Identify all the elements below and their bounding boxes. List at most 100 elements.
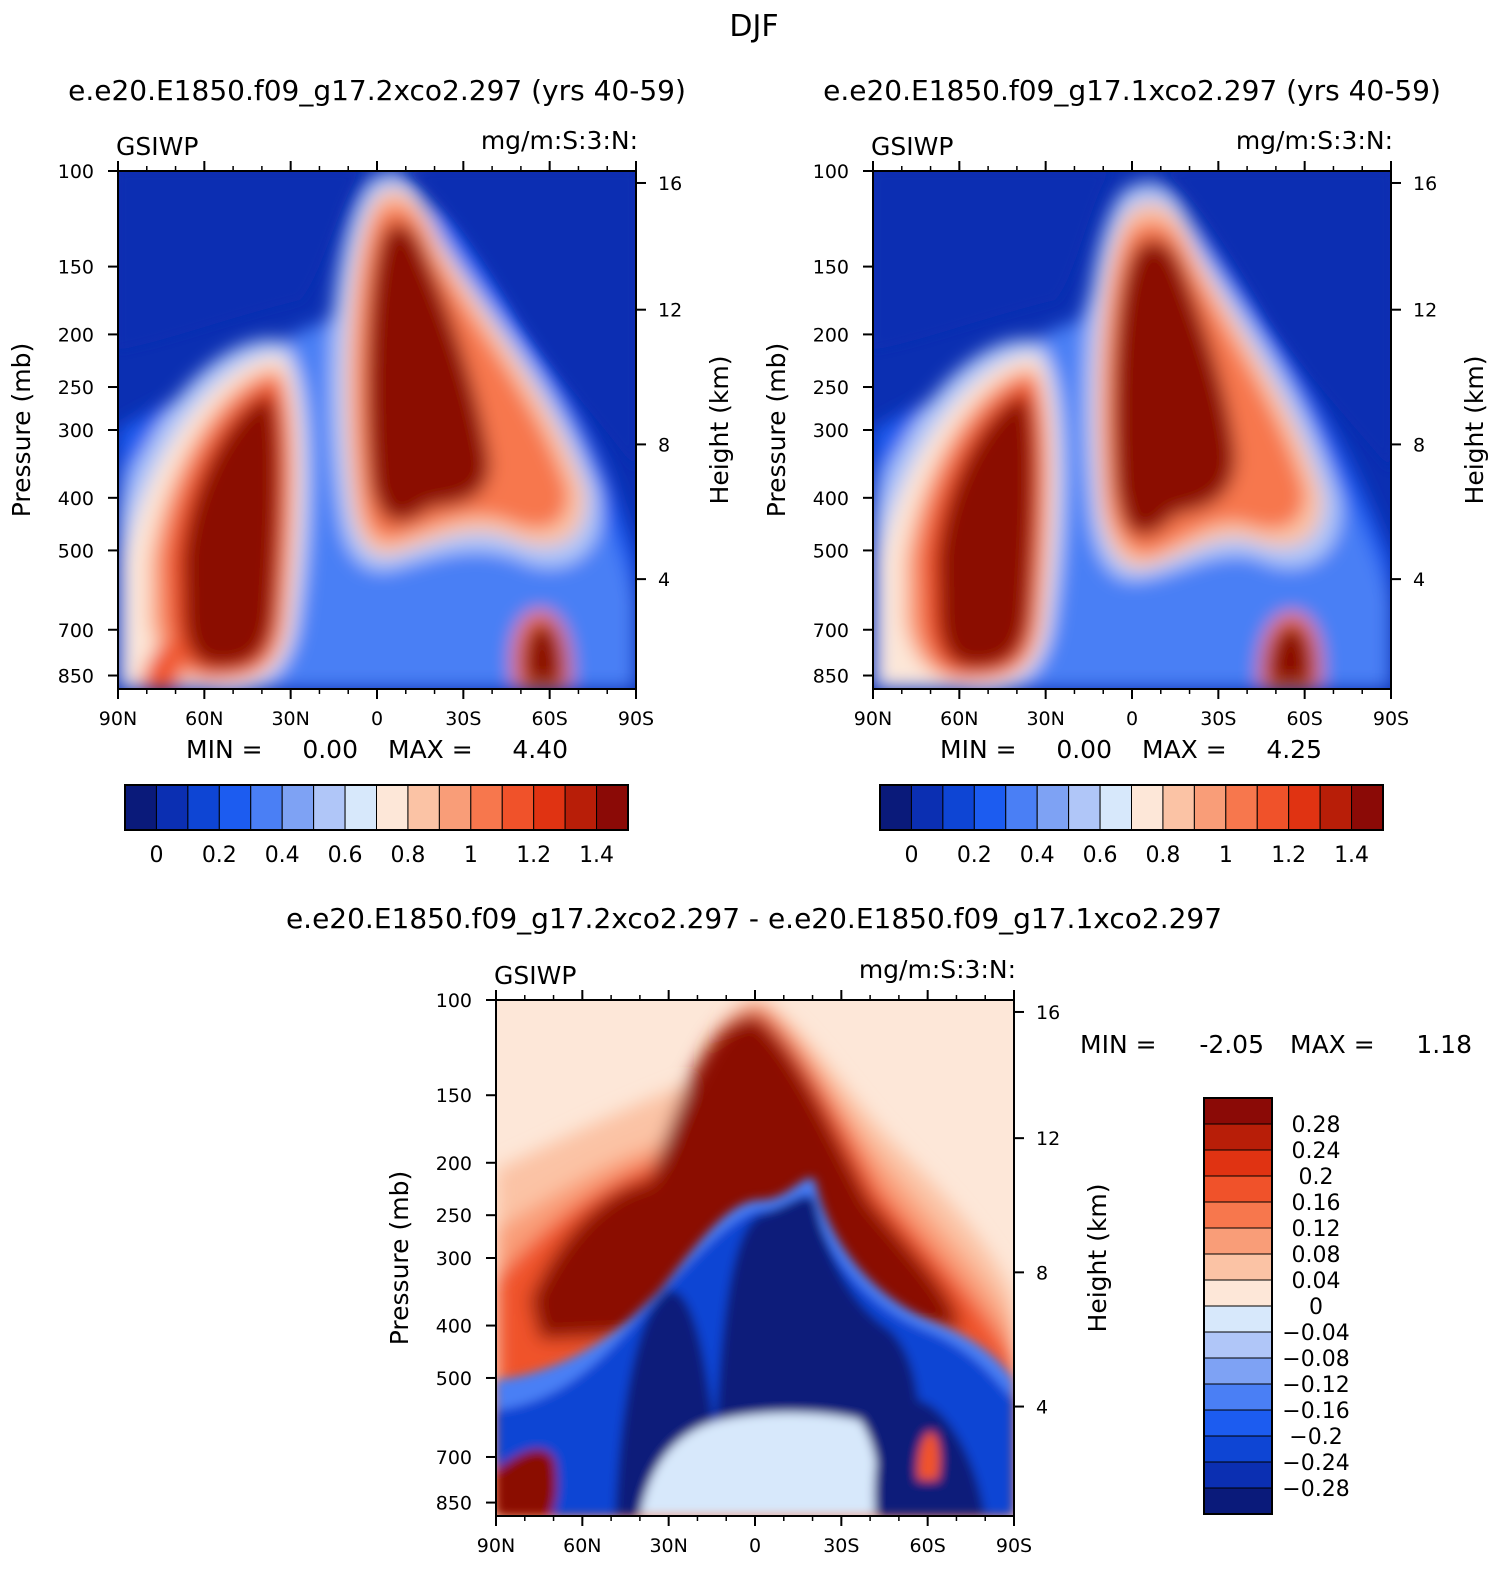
colorbar-swatch <box>407 784 440 831</box>
y-right-axis-label: Height (km) <box>1083 1184 1112 1333</box>
colorbar-tick-label: 0 <box>1309 1295 1323 1320</box>
figure-title: DJF <box>729 9 778 44</box>
colorbar-tick-label: 0.2 <box>1299 1165 1334 1190</box>
colorbar-tick-label: 0.16 <box>1292 1191 1341 1216</box>
panel-c-field <box>496 1000 1014 1516</box>
colorbar-b: 0 0.2 0.4 0.6 0.8 1 1.2 1.4 <box>879 784 1384 868</box>
colorbar-swatch <box>344 784 377 831</box>
colorbar-tick-label: 0.12 <box>1292 1217 1341 1242</box>
colorbar-tick-label: −0.28 <box>1282 1477 1349 1502</box>
y-tick-label: 150 <box>813 257 849 279</box>
colorbar-tick-label: 1 <box>1219 843 1233 868</box>
colorbar-a: 0 0.2 0.4 0.6 0.8 1 1.2 1.4 <box>124 784 629 868</box>
colorbar-swatch <box>879 784 912 831</box>
x-tick-label: 0 <box>371 708 383 730</box>
y-right-tick-label: 4 <box>658 569 670 591</box>
colorbar-tick-label: 0.2 <box>202 843 237 868</box>
colorbar-swatch <box>250 784 283 831</box>
colorbar-swatch <box>1288 784 1321 831</box>
y-right-tick-label: 16 <box>658 173 682 195</box>
colorbar-swatch <box>1351 784 1384 831</box>
y-right-tick-label: 12 <box>1413 300 1437 322</box>
y-tick-label: 700 <box>58 620 94 642</box>
y-axis-label: Pressure (mb) <box>7 343 36 517</box>
colorbar-swatch <box>1203 1357 1273 1385</box>
colorbar-swatch <box>376 784 409 831</box>
colorbar-tick-label: 0.8 <box>1145 843 1180 868</box>
y-tick-label: 850 <box>813 666 849 688</box>
y-tick-label: 150 <box>436 1085 472 1107</box>
variable-label: GSIWP <box>116 132 198 161</box>
min-label: MIN = <box>1080 1030 1157 1059</box>
y-right-axis-label: Height (km) <box>705 356 734 505</box>
colorbar-frame <box>124 784 629 831</box>
y-right-tick-label: 12 <box>1036 1128 1060 1150</box>
max-label: MAX = <box>1142 735 1227 764</box>
colorbar-swatch <box>281 784 315 831</box>
colorbar-swatch <box>218 784 252 831</box>
max-value: 1.18 <box>1416 1030 1472 1059</box>
colorbar-swatch <box>1203 1435 1273 1463</box>
x-tick-label: 60N <box>185 708 223 730</box>
colorbar-swatch <box>124 784 157 831</box>
colorbar-swatch <box>1203 1331 1273 1359</box>
x-tick-label: 0 <box>749 1535 761 1557</box>
colorbar-swatch <box>1099 784 1132 831</box>
y-right-tick-label: 4 <box>1036 1397 1048 1419</box>
y-tick-label: 300 <box>58 420 94 442</box>
colorbar-swatch <box>501 784 535 831</box>
x-tick-label: 30S <box>823 1535 859 1557</box>
x-tick-label: 90S <box>618 708 654 730</box>
colorbar-tick-label: −0.04 <box>1282 1321 1349 1346</box>
colorbar-tick-label: −0.08 <box>1282 1347 1349 1372</box>
panel-a-field <box>118 171 636 689</box>
x-tick-label: 90S <box>996 1535 1032 1557</box>
y-tick-label: 700 <box>813 620 849 642</box>
y-tick-label: 250 <box>58 377 94 399</box>
colorbar-tick-label: 0 <box>904 843 918 868</box>
colorbar-tick-label: 1 <box>464 843 478 868</box>
colorbar-tick-label: 0.4 <box>1020 843 1055 868</box>
max-label: MAX = <box>1290 1030 1375 1059</box>
x-tick-label: 60N <box>563 1535 601 1557</box>
colorbar-swatch <box>1036 784 1070 831</box>
colorbar-swatch <box>1203 1461 1273 1489</box>
x-tick-label: 90N <box>99 708 137 730</box>
colorbar-swatch <box>470 784 503 831</box>
y-tick-label: 150 <box>58 257 94 279</box>
panel-c-axes: 90N 60N 30N 0 30S 60S 90S 100 150 200 250 300 400 500… <box>385 955 1472 1557</box>
colorbar-tick-label: 0.6 <box>328 843 363 868</box>
colorbar-swatch <box>1203 1175 1273 1203</box>
colorbar-swatch <box>910 784 944 831</box>
y-tick-label: 200 <box>58 324 94 346</box>
x-tick-label: 90N <box>477 1535 515 1557</box>
x-tick-label: 90S <box>1373 708 1409 730</box>
colorbar-swatch <box>1203 1097 1273 1125</box>
y-axis-label: Pressure (mb) <box>385 1171 414 1345</box>
y-tick-label: 100 <box>813 161 849 183</box>
colorbar-tick-label: 0.8 <box>390 843 425 868</box>
y-tick-label: 850 <box>58 666 94 688</box>
variable-label: GSIWP <box>494 961 576 990</box>
y-tick-label: 300 <box>436 1248 472 1270</box>
colorbar-swatch <box>1131 784 1164 831</box>
y-tick-label: 500 <box>813 540 849 562</box>
colorbar-tick-label: 0.04 <box>1292 1269 1341 1294</box>
colorbar-swatch <box>187 784 220 831</box>
variable-label: GSIWP <box>871 132 953 161</box>
max-value: 4.40 <box>512 735 568 764</box>
x-tick-label: 30S <box>1200 708 1236 730</box>
colorbar-c: 0.280.240.20.160.120.080.040−0.04−0.08−0… <box>1203 1097 1350 1515</box>
colorbar-swatch <box>533 784 566 831</box>
colorbar-swatch <box>155 784 189 831</box>
colorbar-swatch <box>942 784 975 831</box>
y-right-tick-label: 8 <box>1036 1262 1048 1284</box>
y-right-tick-label: 16 <box>1036 1002 1060 1024</box>
x-tick-label: 60S <box>1287 708 1323 730</box>
colorbar-frame <box>879 784 1384 831</box>
min-label: MIN = <box>186 735 263 764</box>
colorbar-swatch <box>1225 784 1258 831</box>
min-value: 0.00 <box>1056 735 1112 764</box>
units-label: mg/m:S:3:N: <box>1236 126 1393 155</box>
colorbar-tick-label: −0.2 <box>1289 1425 1342 1450</box>
